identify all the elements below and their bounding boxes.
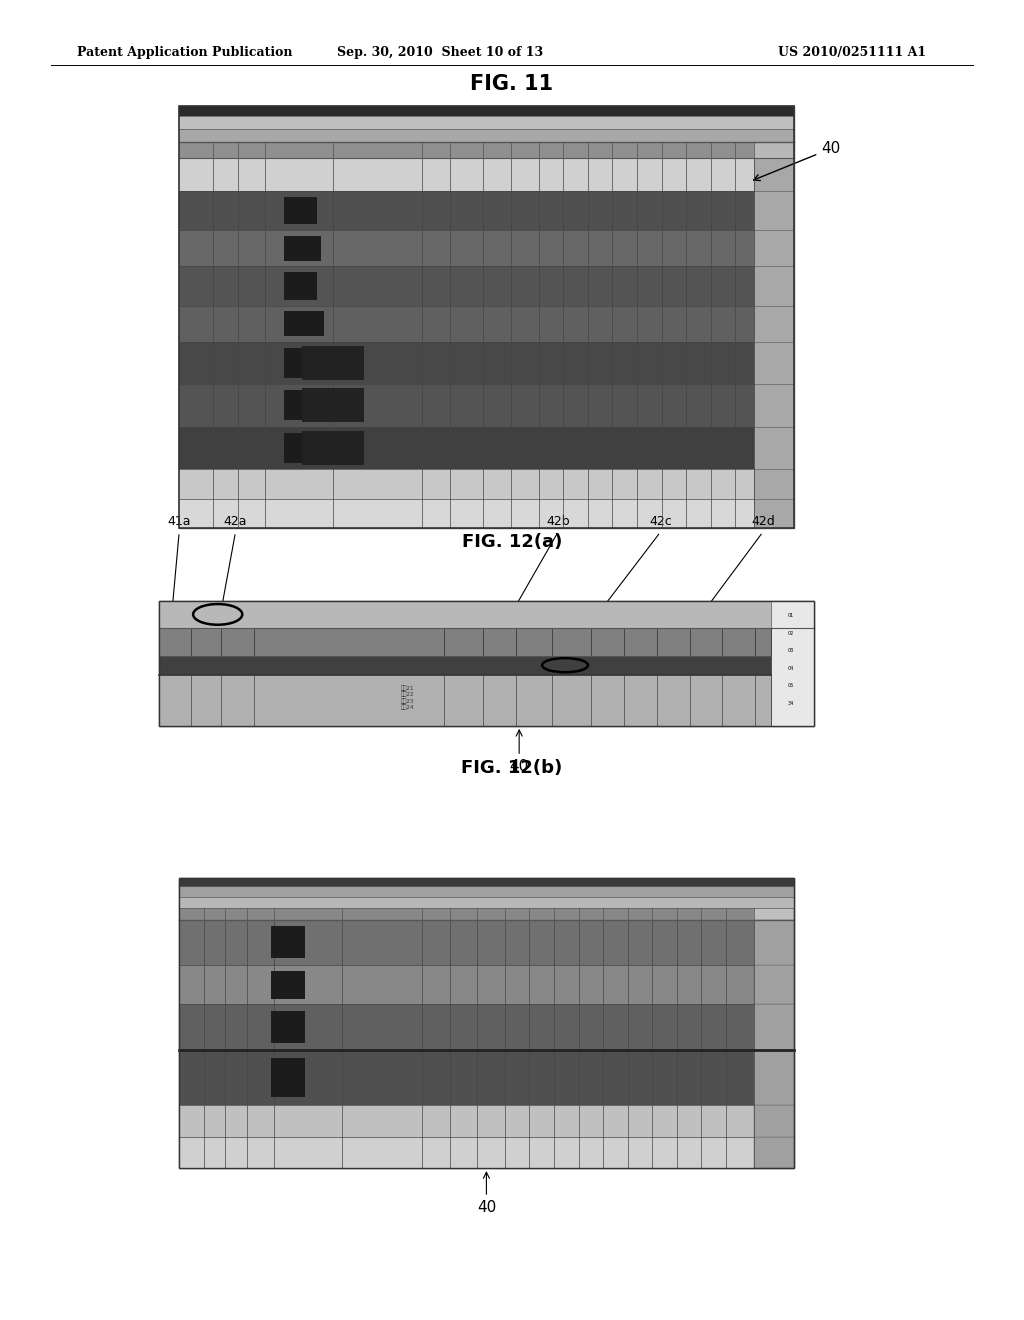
Bar <box>754 267 794 306</box>
Bar <box>284 197 317 224</box>
Bar <box>159 675 771 726</box>
Bar <box>179 342 754 384</box>
Bar <box>271 927 305 958</box>
Bar <box>754 306 794 342</box>
Text: 40: 40 <box>510 730 528 774</box>
Text: 34: 34 <box>788 701 795 706</box>
Text: 40: 40 <box>754 141 841 181</box>
Bar <box>271 1011 305 1043</box>
Bar <box>754 384 794 426</box>
Bar <box>179 878 794 886</box>
Bar <box>159 601 814 726</box>
Text: 03: 03 <box>788 648 795 653</box>
Bar <box>754 231 794 267</box>
Text: 42b: 42b <box>546 515 570 528</box>
Bar <box>754 1005 794 1049</box>
Bar <box>271 1059 305 1097</box>
Text: 42c: 42c <box>649 515 672 528</box>
Bar <box>179 231 754 267</box>
Bar <box>179 106 794 528</box>
Bar <box>754 342 794 384</box>
Bar <box>284 272 317 300</box>
Bar <box>179 106 794 528</box>
Bar <box>284 312 324 337</box>
Bar <box>754 1105 794 1137</box>
Bar <box>179 878 794 1168</box>
Text: 04: 04 <box>788 665 795 671</box>
Bar <box>302 346 364 380</box>
Bar <box>179 1005 754 1049</box>
Bar <box>159 601 814 726</box>
Text: Sep. 30, 2010  Sheet 10 of 13: Sep. 30, 2010 Sheet 10 of 13 <box>337 46 544 59</box>
Bar <box>754 920 794 965</box>
Bar <box>179 908 754 920</box>
Bar <box>159 628 771 656</box>
Bar <box>284 348 333 378</box>
Text: 40: 40 <box>477 1172 496 1214</box>
Text: US 2010/0251111 A1: US 2010/0251111 A1 <box>778 46 927 59</box>
Bar <box>179 469 754 499</box>
Bar <box>284 391 333 420</box>
Bar <box>754 1049 794 1105</box>
Bar <box>179 267 754 306</box>
Bar <box>179 878 794 1168</box>
Bar <box>179 306 754 342</box>
Bar <box>284 433 336 463</box>
Text: FIG. 12(b): FIG. 12(b) <box>462 759 562 777</box>
Bar <box>271 972 305 998</box>
Text: Patent Application Publication: Patent Application Publication <box>77 46 292 59</box>
Bar <box>179 116 794 129</box>
Bar <box>179 965 754 1005</box>
Bar <box>179 898 794 908</box>
Bar <box>179 920 754 965</box>
Text: 製品21
製品22
製品23
製品24: 製品21 製品22 製品23 製品24 <box>401 685 415 710</box>
Bar <box>179 384 754 426</box>
Bar <box>179 886 794 898</box>
Text: 05: 05 <box>788 684 795 688</box>
Bar <box>771 601 814 726</box>
Bar <box>179 141 754 158</box>
Bar <box>179 1137 754 1168</box>
Text: 02: 02 <box>788 631 795 636</box>
Bar <box>302 430 364 465</box>
Text: 41a: 41a <box>168 515 190 528</box>
Bar <box>179 499 754 528</box>
Bar <box>754 469 794 499</box>
Text: 42d: 42d <box>751 515 775 528</box>
Bar <box>179 158 754 191</box>
Bar <box>284 236 321 261</box>
Bar <box>179 1049 754 1105</box>
Text: FIG. 11: FIG. 11 <box>470 74 554 94</box>
Bar <box>754 426 794 469</box>
Bar <box>754 1137 794 1168</box>
Bar <box>159 656 771 675</box>
Text: 01: 01 <box>788 614 795 618</box>
Bar <box>754 499 794 528</box>
Bar <box>754 158 794 191</box>
Bar <box>179 1105 754 1137</box>
Bar <box>179 426 754 469</box>
Bar <box>302 388 364 422</box>
Bar <box>179 129 794 141</box>
Text: 42a: 42a <box>224 515 247 528</box>
Bar <box>754 965 794 1005</box>
Bar <box>159 601 814 628</box>
Bar <box>179 191 754 231</box>
Bar <box>754 191 794 231</box>
Bar <box>179 106 794 116</box>
Text: FIG. 12(a): FIG. 12(a) <box>462 533 562 552</box>
